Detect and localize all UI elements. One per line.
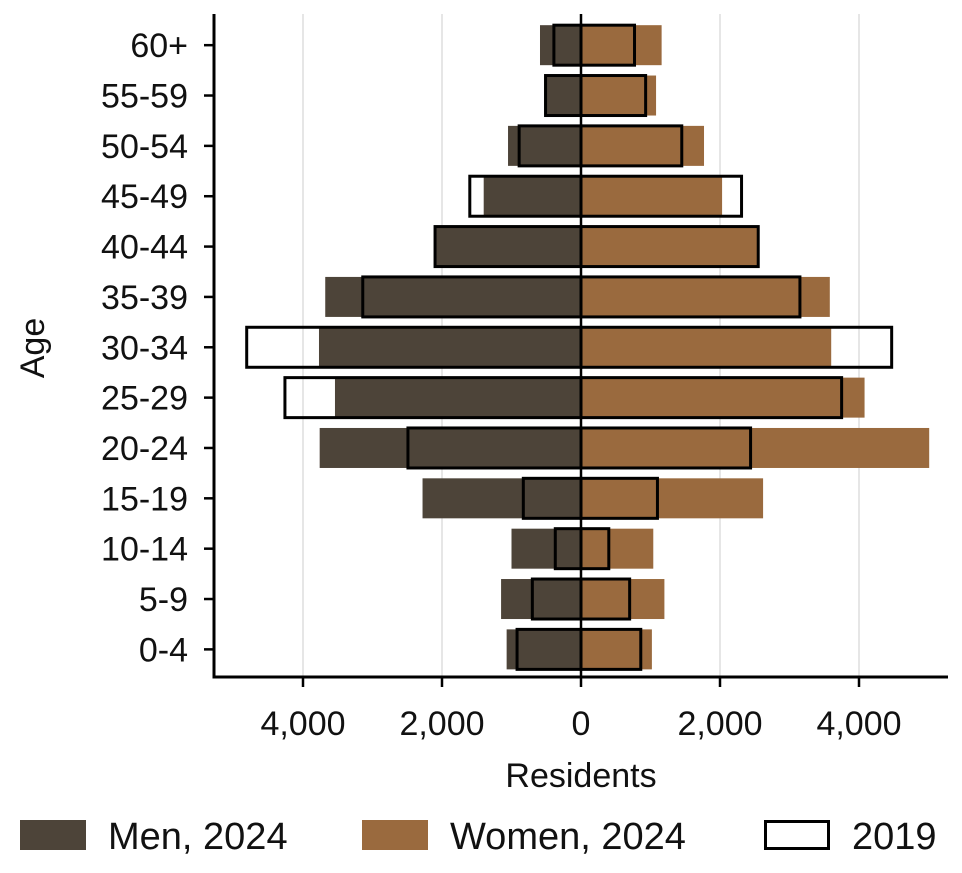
bar-women-2024-right-45-49	[581, 176, 723, 217]
bar-men-2024-left-15-19	[422, 478, 581, 519]
legend-swatch-men-2024	[20, 820, 86, 850]
legend-label-2019: 2019	[852, 816, 937, 858]
y-tick-label-20-24: 20-24	[101, 430, 188, 468]
bars	[245, 23, 930, 671]
y-tick-label-50-54: 50-54	[101, 128, 188, 166]
x-tick-label-2: 0	[572, 705, 591, 743]
bar-men-2024-left-20-24	[319, 427, 581, 468]
y-tick-label-5-9: 5-9	[139, 581, 188, 619]
y-tick-label-35-39: 35-39	[101, 279, 188, 317]
bar-women-2024-right-60+	[581, 25, 662, 66]
y-tick-label-15-19: 15-19	[101, 480, 188, 518]
bar-men-2024-left-40-44	[436, 226, 581, 267]
y-tick-label-30-34: 30-34	[101, 329, 188, 367]
bar-women-2024-right-55-59	[581, 75, 657, 116]
y-tick-label-0-4: 0-4	[139, 631, 188, 669]
bar-men-2024-left-35-39	[325, 276, 581, 317]
x-tick-label-3: 2,000	[677, 705, 762, 743]
bar-men-2024-left-5-9	[501, 579, 581, 620]
y-tick-label-10-14: 10-14	[101, 531, 188, 569]
bar-women-2024-right-40-44	[581, 226, 758, 267]
tick-labels: 0-4 5-9 10-14 15-19 20-24 25-29 30-34 35-39 40-4…	[101, 27, 902, 743]
bar-women-2024-right-50-54	[581, 125, 705, 166]
legend-label-women-2024: Women, 2024	[450, 816, 686, 858]
legend-label-men-2024: Men, 2024	[108, 816, 288, 858]
bar-men-2024-left-0-4	[506, 629, 581, 670]
axes	[204, 14, 948, 687]
y-tick-label-45-49: 45-49	[101, 178, 188, 216]
bar-women-2024-right-20-24	[581, 427, 930, 468]
x-axis-title: Residents	[505, 757, 656, 795]
bar-men-2024-left-45-49	[483, 176, 581, 217]
bar-women-2024-right-5-9	[581, 579, 665, 620]
x-tick-label-1: 2,000	[399, 705, 484, 743]
bar-women-2024-right-15-19	[581, 478, 764, 519]
bar-women-2024-right-25-29	[581, 377, 865, 418]
bar-men-2024-left-60+	[539, 25, 581, 66]
bar-women-2024-right-10-14	[581, 528, 654, 569]
bar-men-2024-left-30-34	[318, 327, 581, 368]
y-axis-title: Age	[14, 318, 52, 379]
bar-men-2024-left-10-14	[511, 528, 581, 569]
x-tick-label-0: 4,000	[260, 705, 345, 743]
bar-men-2024-left-25-29	[334, 377, 581, 418]
y-tick-label-40-44: 40-44	[101, 229, 188, 267]
legend-swatch-women-2024	[362, 820, 428, 850]
y-tick-label-25-29: 25-29	[101, 380, 188, 418]
legend: Men, 2024 Women, 2024 2019	[20, 816, 937, 858]
y-tick-label-55-59: 55-59	[101, 78, 188, 116]
bar-women-2024-right-30-34	[581, 327, 832, 368]
x-tick-label-4: 4,000	[816, 705, 901, 743]
bar-women-2024-right-35-39	[581, 276, 830, 317]
bar-men-2024-left-55-59	[544, 75, 581, 116]
y-tick-label-60+: 60+	[130, 27, 188, 65]
legend-swatch-2019	[764, 820, 830, 850]
